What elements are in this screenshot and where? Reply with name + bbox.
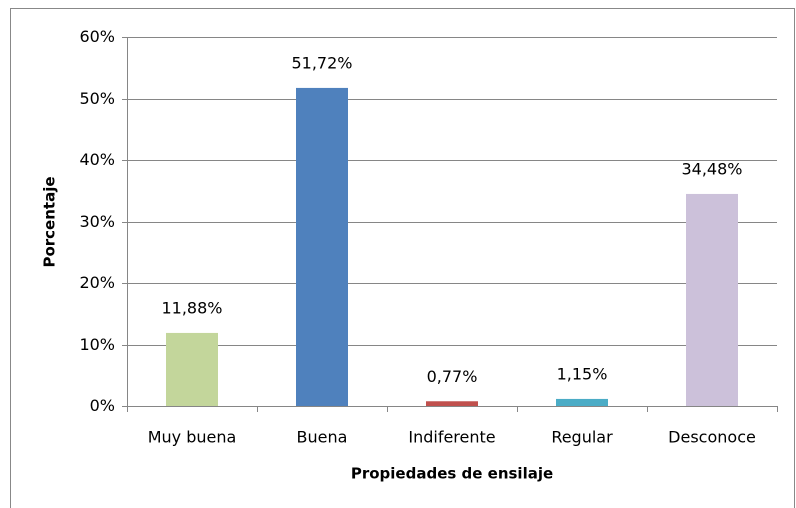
- x-axis-label: Propiedades de ensilaje: [351, 465, 553, 483]
- y-tick-label: 50%: [79, 89, 115, 108]
- y-tick-label: 0%: [90, 396, 115, 415]
- bar: [556, 398, 608, 406]
- data-label: 1,15%: [557, 364, 608, 383]
- x-tick-label: Muy buena: [148, 428, 237, 447]
- bar: [686, 193, 738, 406]
- x-tick-label: Regular: [551, 428, 613, 447]
- x-tick-label: Indiferente: [408, 428, 495, 447]
- y-axis-label: Porcentaje: [41, 176, 59, 267]
- bar: [426, 401, 478, 406]
- y-tick-label: 10%: [79, 335, 115, 354]
- y-tick-label: 30%: [79, 212, 115, 231]
- data-label: 11,88%: [161, 298, 222, 317]
- data-label: 34,48%: [681, 159, 742, 178]
- bar: [166, 332, 218, 406]
- data-label: 51,72%: [291, 53, 352, 72]
- y-tick-label: 40%: [79, 150, 115, 169]
- data-label: 0,77%: [427, 367, 478, 386]
- x-tick-label: Buena: [297, 428, 348, 447]
- y-tick-label: 20%: [79, 273, 115, 292]
- x-tick-label: Desconoce: [668, 428, 756, 447]
- chart-border: [10, 8, 795, 508]
- y-tick-label: 60%: [79, 27, 115, 46]
- bar: [296, 87, 348, 406]
